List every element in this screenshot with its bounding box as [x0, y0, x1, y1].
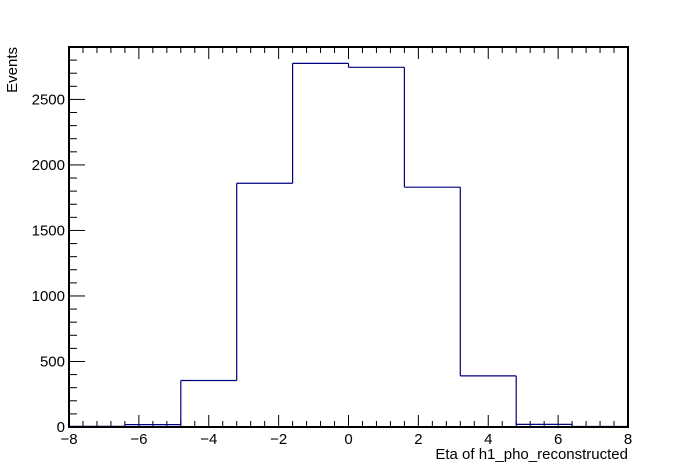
- x-tick-label: 4: [484, 431, 492, 448]
- y-tick-label: 0: [57, 419, 65, 436]
- y-tick-label: 2500: [32, 91, 65, 108]
- x-tick-label: −8: [60, 431, 77, 448]
- x-tick-label: −4: [200, 431, 217, 448]
- x-tick-label: −6: [130, 431, 147, 448]
- x-tick-label: 8: [624, 431, 632, 448]
- plot-frame: [68, 46, 629, 428]
- tick-marks: [68, 46, 629, 428]
- y-axis-label: Events: [4, 47, 21, 93]
- y-tick-label: 1000: [32, 288, 65, 305]
- y-tick-label: 500: [40, 353, 65, 370]
- tick-labels: −8 −6 −4 −2 0 2 4 6 8 0 500 1000 1500 2000 2500: [32, 91, 633, 448]
- histogram-bins: [69, 62, 628, 428]
- x-tick-label: 0: [344, 431, 352, 448]
- y-tick-label: 2000: [32, 157, 65, 174]
- y-tick-label: 1500: [32, 222, 65, 239]
- x-axis-label: Eta of h1_pho_reconstructed: [435, 446, 628, 463]
- x-tick-label: 2: [414, 431, 422, 448]
- x-tick-label: 6: [554, 431, 562, 448]
- x-tick-label: −2: [270, 431, 287, 448]
